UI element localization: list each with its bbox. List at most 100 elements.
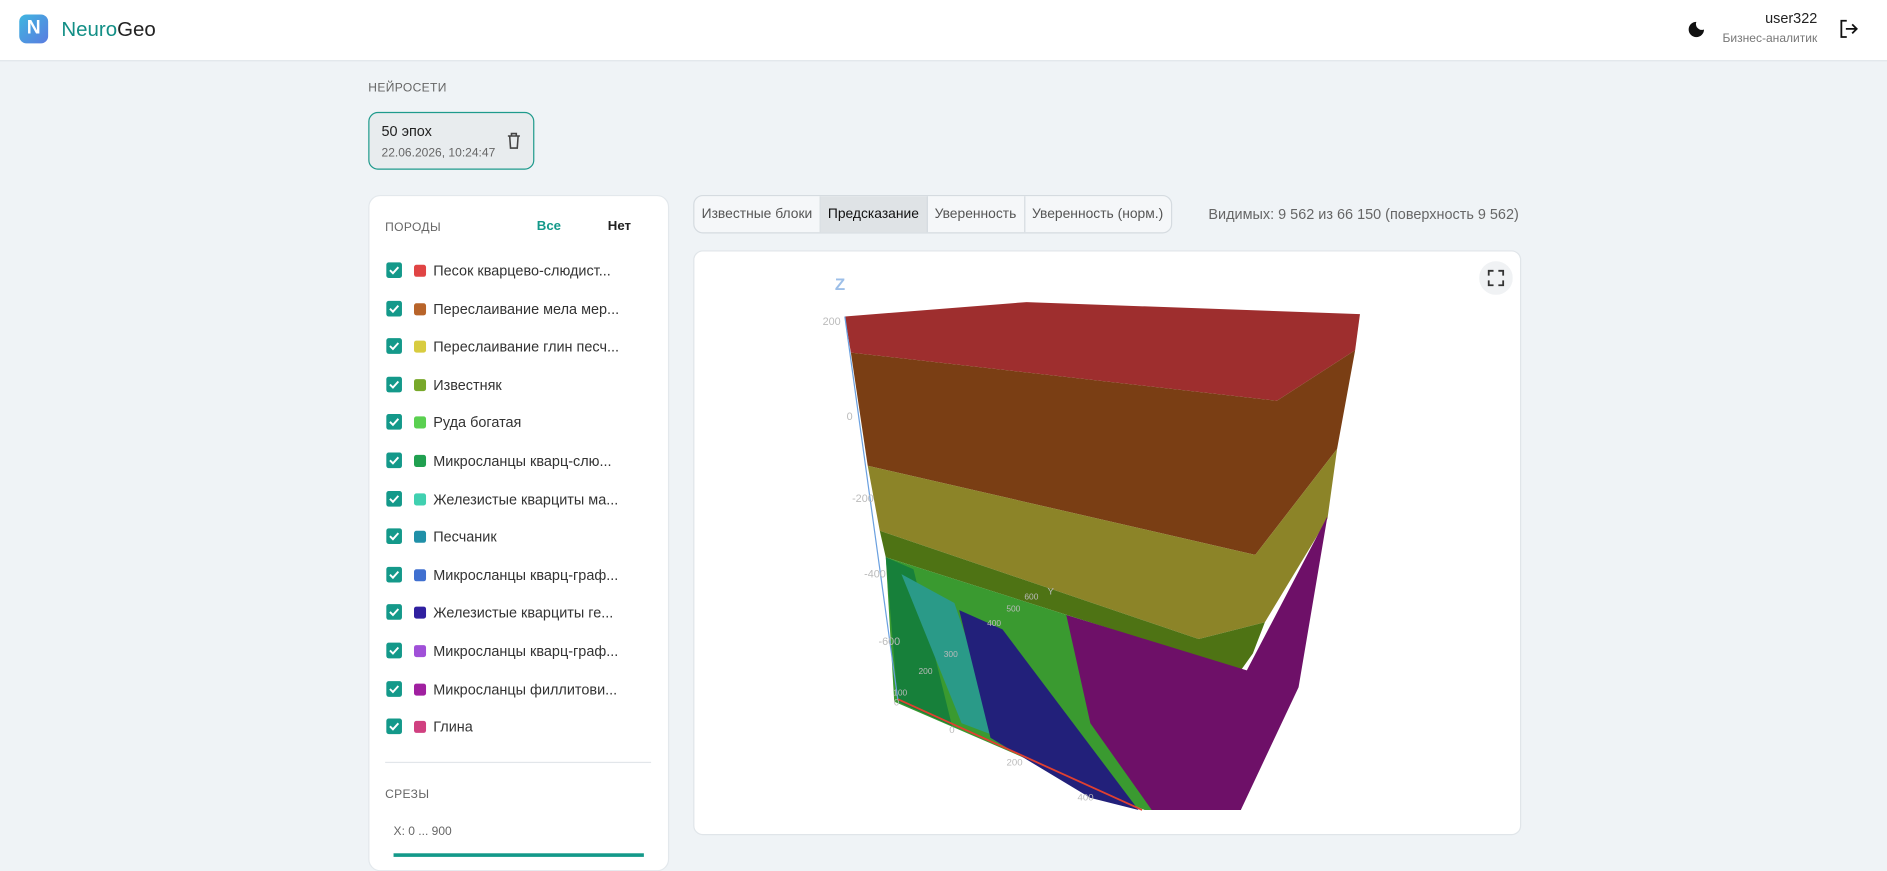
axis-label: Y [1047,587,1054,598]
rock-color [414,378,427,391]
z-axis [844,316,899,700]
rock-color [414,454,427,467]
brand-prefix: Neuro [61,18,118,41]
layer [885,557,952,726]
network-name: 50 эпох [381,122,432,140]
tab[interactable]: Известные блоки [694,196,821,233]
select-all[interactable]: Все [536,219,562,234]
rock-color [414,340,427,353]
delete-button[interactable] [507,132,521,149]
range-slider[interactable] [393,853,644,857]
slices-label: СРЕЗЫ [385,788,430,802]
rock-name: Железистые кварциты ге... [433,604,614,622]
rock-name: Песчаник [433,528,497,546]
axis-label: -200 [852,493,874,505]
axis-label: 0 [847,411,853,423]
rocks-label: ПОРОДЫ [385,221,441,235]
layer [850,350,1356,555]
axis-label: 0 [949,725,954,736]
checkbox[interactable] [386,718,402,735]
rock-color [414,530,427,544]
rock-color [414,645,427,658]
rock-name: Микросланцы филлитови... [433,680,618,698]
axis-label: 100 [893,688,907,698]
network-card[interactable]: 50 эпох 22.06.2026, 10:24:47 [368,111,535,170]
axis-label: 500 [1006,603,1020,613]
fullscreen-button[interactable] [1479,261,1513,295]
axis-label: 0 [894,697,899,708]
rock-color [414,416,427,429]
checkbox[interactable] [386,566,402,583]
axis-label: 200 [1007,757,1023,768]
layer [901,574,1001,738]
networks-label: НЕЙРОСЕТИ [368,81,447,96]
checkbox[interactable] [386,300,402,317]
visible-status: Видимых: 9 562 из 66 150 (поверхность 9 … [1208,205,1519,223]
checkbox[interactable] [386,528,402,545]
rock-color [414,569,427,582]
network-date: 22.06.2026, 10:24:47 [381,146,496,161]
logout-button[interactable] [1838,18,1860,40]
x-range: X: 0 ... 900 [393,825,452,839]
checkbox[interactable] [386,452,402,469]
layer [844,302,1360,401]
checkbox[interactable] [386,490,402,507]
rock-name: Переслаивание глин песч... [433,338,620,356]
axis-label: 300 [944,649,958,659]
checkbox[interactable] [386,376,402,393]
rock-name: Руда богатая [433,414,522,432]
viewer: Z 200 0 -200 -400 -600 0 Y 600 500 400 300 200 100 0 20… [693,250,1522,836]
axis-label: 200 [918,666,932,676]
x-axis [897,698,1143,811]
axis-label: Z [835,275,845,294]
axis-label: -600 [879,636,901,648]
divider [385,761,652,764]
rock-name: Известняк [433,376,502,394]
user-info: user322 Бизнес-аналитик [1722,10,1817,46]
layer [1066,516,1328,810]
rock-name: Микросланцы кварц-граф... [433,642,619,660]
logo[interactable]: N [19,14,49,44]
top-bar: N NeuroGeo user322 Бизнес-аналитик [0,0,1887,62]
axis-label: 200 [823,316,841,328]
checkbox[interactable] [386,262,402,279]
checkbox[interactable] [386,604,402,621]
checkbox[interactable] [386,642,402,659]
rock-name: Железистые кварциты ма... [433,490,619,508]
axis-label: 400 [1078,792,1094,803]
layer [867,448,1338,640]
select-none[interactable]: Нет [607,219,632,234]
rock-color [414,302,427,315]
brand[interactable]: NeuroGeo [61,18,155,42]
checkbox[interactable] [386,338,402,355]
axis-label: -400 [864,569,886,581]
rock-name: Микросланцы кварц-слю... [433,452,612,470]
rock-name: Песок кварцево-слюдист... [433,262,611,280]
checkbox[interactable] [386,680,402,697]
rock-color [414,721,427,734]
axis-label: 400 [987,618,1001,628]
theme-toggle[interactable] [1686,19,1706,39]
rock-color [414,607,427,620]
user-name: user322 [1765,9,1818,27]
layer [879,530,1265,671]
tab[interactable]: Уверенность (норм.) [1032,207,1164,222]
rocks-panel: ПОРОДЫ Все Нет Песок кварцево-слюдист...… [368,194,670,871]
rock-name: Глина [433,718,473,736]
rock-color [414,264,427,277]
user-role: Бизнес-аналитик [1722,32,1818,46]
rock-name: Микросланцы кварц-граф... [433,566,619,584]
rock-name: Переслаивание мела мер... [433,300,620,318]
tab[interactable]: Уверенность [927,196,1025,233]
rock-color [414,492,427,505]
scene-3d: Z2000-200-400-6000Y600500400300200100020… [823,275,1360,811]
tab[interactable]: Предсказание [820,196,928,233]
view-tabs: Известные блоки Предсказание Уверенность Ув… [693,194,1172,234]
axis-label: 600 [1024,591,1038,601]
rock-color [414,683,427,696]
layer [959,610,1139,810]
checkbox[interactable] [386,414,402,431]
